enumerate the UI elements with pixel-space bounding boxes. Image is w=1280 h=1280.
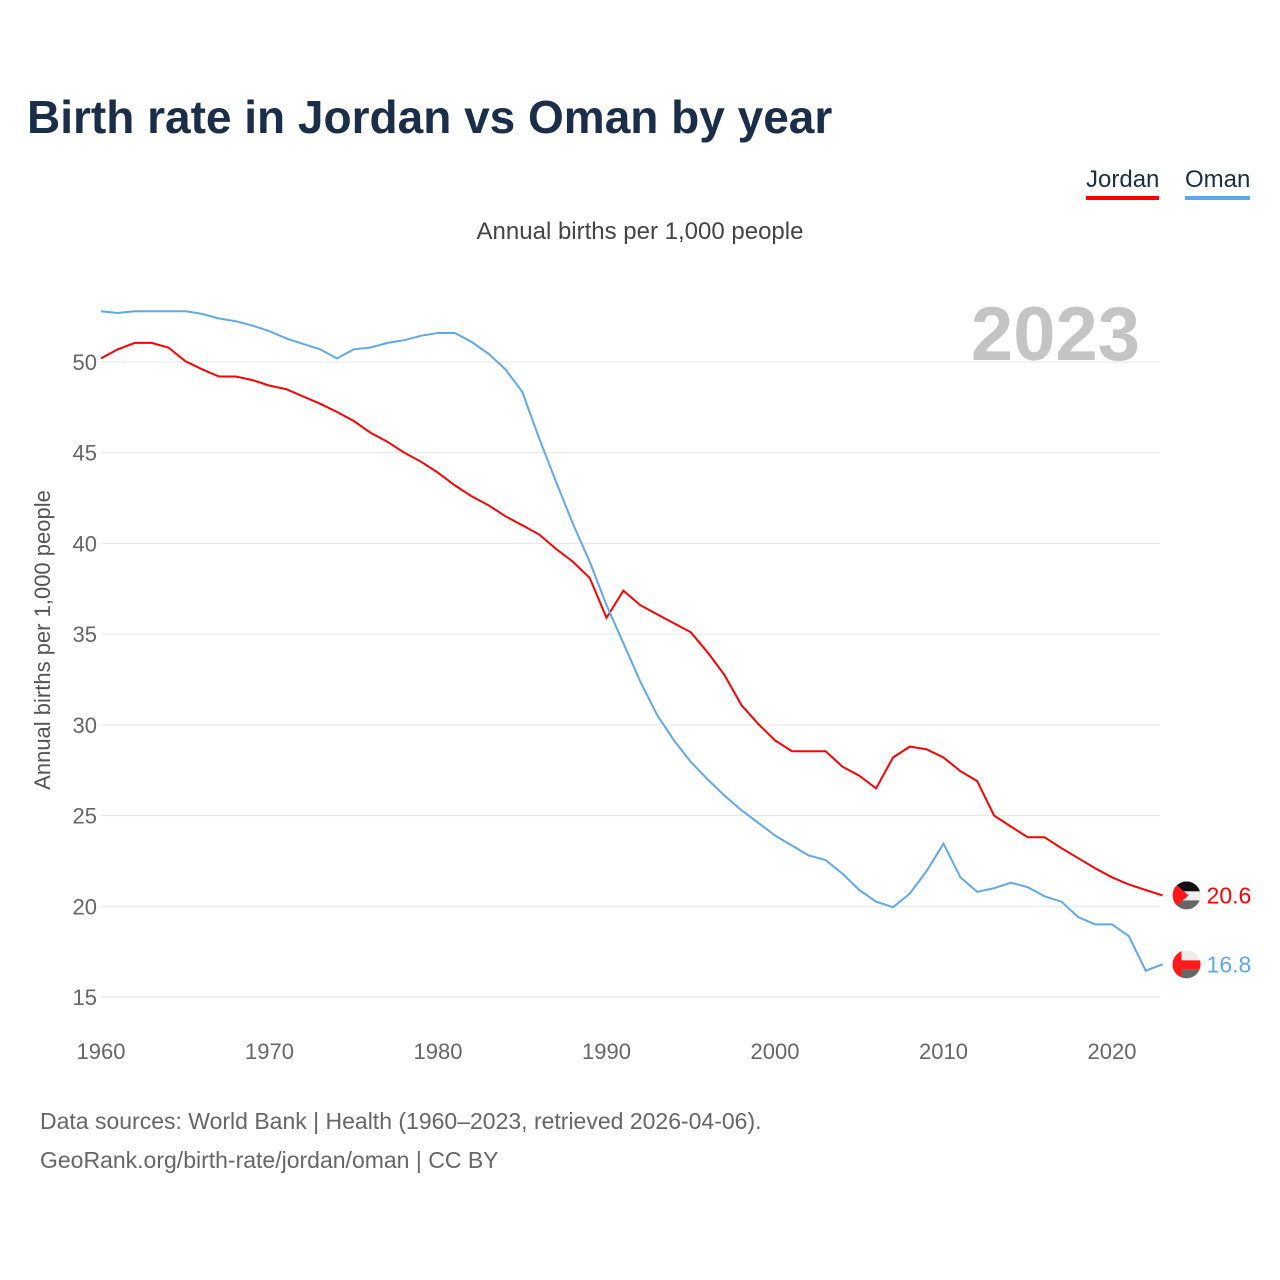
y-tick-label: 35 bbox=[73, 622, 97, 647]
end-value-jordan: 20.6 bbox=[1207, 882, 1252, 908]
chart-title: Birth rate in Jordan vs Oman by year bbox=[27, 91, 833, 143]
jordan-flag-icon bbox=[1172, 881, 1201, 910]
y-tick-label: 15 bbox=[73, 985, 97, 1010]
y-tick-label: 45 bbox=[73, 441, 97, 466]
x-tick-label: 1970 bbox=[245, 1039, 294, 1064]
footer-attribution: GeoRank.org/birth-rate/jordan/oman | CC … bbox=[40, 1147, 499, 1173]
legend-jordan[interactable]: Jordan bbox=[1086, 166, 1160, 200]
y-tick-label: 30 bbox=[73, 713, 97, 738]
y-tick-label: 20 bbox=[73, 894, 97, 919]
series-line-jordan bbox=[100, 341, 1163, 897]
series-line-oman bbox=[100, 310, 1163, 972]
y-axis-label: Annual births per 1,000 people bbox=[30, 490, 55, 790]
y-tick-label: 50 bbox=[73, 350, 97, 375]
x-tick-label: 2010 bbox=[919, 1039, 968, 1064]
x-tick-label: 2020 bbox=[1088, 1039, 1137, 1064]
x-tick-label: 2000 bbox=[751, 1039, 800, 1064]
x-tick-label: 1960 bbox=[77, 1039, 126, 1064]
legend-oman[interactable]: Oman bbox=[1185, 166, 1251, 200]
x-tick-label: 1990 bbox=[582, 1039, 631, 1064]
end-value-oman: 16.8 bbox=[1207, 951, 1252, 977]
x-tick-label: 1980 bbox=[414, 1039, 463, 1064]
year-watermark: 2023 bbox=[971, 292, 1140, 377]
footer-sources: Data sources: World Bank | Health (1960–… bbox=[40, 1108, 762, 1134]
chart-subtitle: Annual births per 1,000 people bbox=[476, 218, 804, 245]
oman-flag-icon bbox=[1172, 950, 1201, 979]
y-tick-label: 40 bbox=[73, 531, 97, 556]
y-tick-label: 25 bbox=[73, 804, 97, 829]
